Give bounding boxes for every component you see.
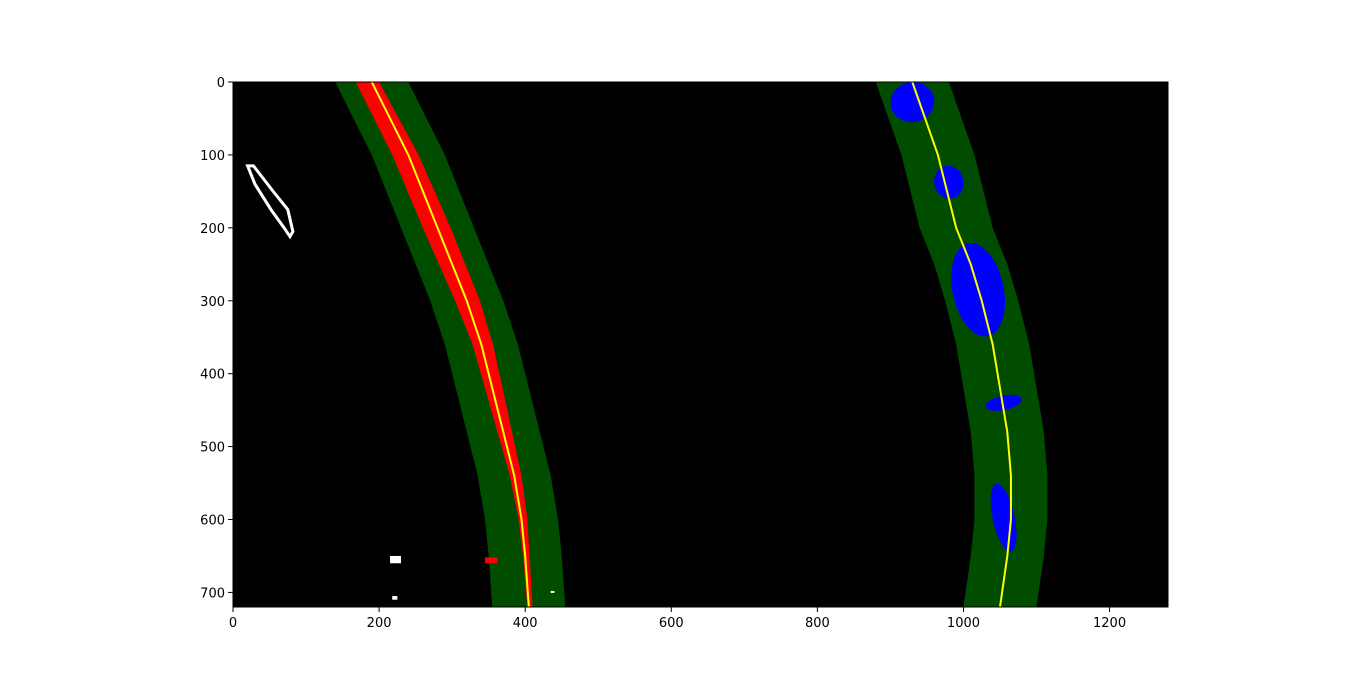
image-axes xyxy=(232,81,1169,608)
x-tick-label: 1000 xyxy=(947,616,980,631)
right-lane-pixel-blob xyxy=(985,394,1022,411)
x-tick-label: 0 xyxy=(229,616,237,631)
y-tick-label: 400 xyxy=(200,368,225,383)
y-tick-label: 100 xyxy=(200,149,225,164)
axes-frame xyxy=(232,81,1169,608)
y-tick-label: 600 xyxy=(200,514,225,529)
x-tick-label: 600 xyxy=(659,616,684,631)
axis-ticks: 0 200 400 600 800 1000 1200 0 100 200 300 400 500 600… xyxy=(200,76,1126,631)
noise-pixels xyxy=(392,596,398,600)
y-tick-label: 300 xyxy=(200,295,225,310)
y-tick-label: 500 xyxy=(200,441,225,456)
noise-pixels xyxy=(550,590,555,593)
left-lane-pixel-blob xyxy=(485,557,498,564)
y-tick-label: 200 xyxy=(200,222,225,237)
x-tick-label: 1200 xyxy=(1093,616,1126,631)
left-lane-pixel-blob xyxy=(479,329,484,336)
y-tick-label: 0 xyxy=(217,76,225,91)
right-fit-line xyxy=(911,82,1012,607)
y-tick-label: 700 xyxy=(200,586,225,601)
left-search-window xyxy=(335,82,566,607)
x-tick-label: 400 xyxy=(513,616,538,631)
right-lane-pixel-blob xyxy=(934,165,964,199)
noise-pixels xyxy=(390,555,402,564)
right-search-window xyxy=(875,82,1048,607)
noise-pixels xyxy=(245,164,295,240)
left-fit-line xyxy=(370,82,530,607)
x-tick-label: 200 xyxy=(367,616,392,631)
image-content xyxy=(245,82,1048,607)
x-tick-label: 800 xyxy=(805,616,830,631)
